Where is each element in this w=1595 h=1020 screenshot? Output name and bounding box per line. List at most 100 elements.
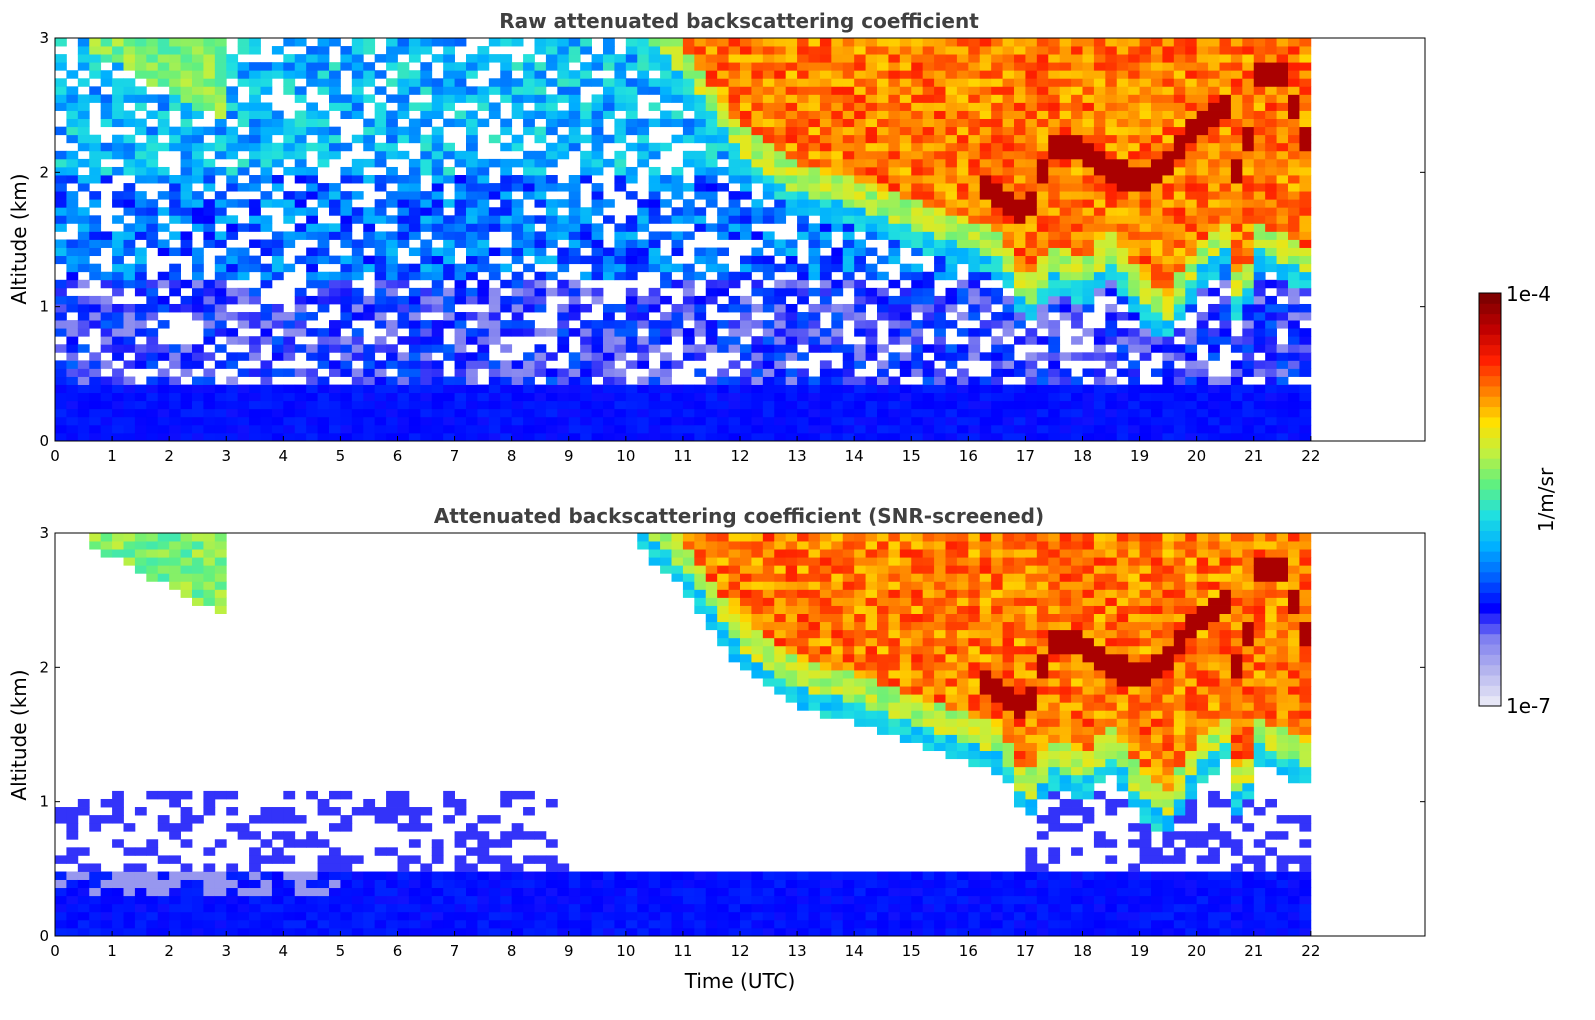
heatmap-cell [797, 191, 809, 200]
heatmap-cell [774, 384, 787, 394]
heatmap-cell [157, 70, 170, 79]
heatmap-cell [1185, 158, 1198, 168]
heatmap-cell [751, 175, 764, 184]
heatmap-cell [1288, 336, 1300, 345]
heatmap-cell [1288, 215, 1300, 224]
heatmap-cell [397, 110, 410, 119]
heatmap-cell [1299, 400, 1312, 410]
heatmap-cell [500, 118, 513, 128]
heatmap-cell [1014, 231, 1026, 240]
heatmap-cell [408, 183, 421, 192]
heatmap-cell [922, 166, 935, 176]
heatmap-cell [66, 376, 79, 385]
heatmap-cell [477, 328, 490, 337]
heatmap-cell [580, 223, 592, 232]
heatmap-cell [854, 328, 866, 337]
heatmap-cell [922, 94, 935, 103]
heatmap-cell [523, 247, 535, 257]
heatmap-cell [55, 54, 67, 63]
heatmap-cell [477, 392, 490, 402]
heatmap-cell [1299, 279, 1312, 289]
heatmap-cell [283, 911, 296, 921]
heatmap-cell [100, 400, 113, 410]
heatmap-cell [1219, 175, 1232, 184]
heatmap-cell [1025, 191, 1038, 200]
heatmap-cell [237, 142, 250, 152]
heatmap-cell [112, 38, 124, 47]
heatmap-cell [1036, 166, 1049, 176]
heatmap-cell [329, 134, 341, 144]
heatmap-cell [77, 303, 90, 313]
heatmap-cell [557, 424, 570, 434]
heatmap-cell [774, 303, 787, 313]
heatmap-cell [169, 231, 181, 240]
heatmap-cell [979, 287, 992, 297]
heatmap-cell [842, 46, 855, 55]
heatmap-cell [123, 263, 136, 273]
heatmap-cell [648, 215, 661, 224]
heatmap-cell [911, 46, 924, 55]
heatmap-cell [580, 102, 592, 111]
heatmap-cell [1299, 54, 1312, 63]
heatmap-cell [294, 191, 307, 200]
heatmap-cell [1208, 400, 1220, 410]
heatmap-cell [1093, 384, 1106, 394]
heatmap-cell [979, 38, 992, 47]
heatmap-cell [386, 150, 398, 160]
heatmap-cell [1014, 86, 1026, 95]
heatmap-cell [1036, 368, 1049, 377]
heatmap-cell [1014, 279, 1026, 289]
heatmap-cell [112, 134, 124, 144]
heatmap-cell [888, 86, 901, 95]
heatmap-cell [1002, 384, 1015, 394]
heatmap-cell [1162, 86, 1175, 95]
heatmap-cell [237, 62, 250, 71]
heatmap-cell [1105, 279, 1118, 289]
heatmap-cell [408, 384, 421, 394]
heatmap-cell [397, 384, 410, 394]
heatmap-cell [77, 255, 90, 265]
heatmap-cell [1116, 223, 1129, 232]
heatmap-cell [1093, 400, 1106, 410]
heatmap-cell [956, 199, 969, 208]
heatmap-cell [580, 215, 592, 224]
heatmap-cell [534, 78, 547, 87]
heatmap-cell [1151, 38, 1163, 47]
heatmap-cell [1276, 279, 1289, 289]
heatmap-cell [477, 46, 490, 55]
heatmap-cell [431, 255, 444, 265]
heatmap-cell [374, 384, 387, 394]
heatmap-cell [146, 911, 159, 921]
heatmap-cell [1116, 54, 1129, 63]
heatmap-cell [55, 303, 67, 313]
heatmap-cell [1288, 54, 1300, 63]
heatmap-cell [317, 927, 330, 937]
heatmap-cell [751, 134, 764, 144]
heatmap-cell [329, 336, 341, 345]
heatmap-cell [169, 287, 181, 297]
heatmap-cell [1276, 166, 1289, 176]
heatmap-cell [1071, 424, 1083, 434]
heatmap-cell [1242, 46, 1255, 55]
heatmap-cell [488, 328, 501, 337]
heatmap-cell [797, 86, 809, 95]
heatmap-cell [466, 287, 478, 297]
heatmap-cell [306, 903, 318, 913]
heatmap-cell [283, 231, 296, 240]
heatmap-cell [169, 344, 181, 353]
heatmap-cell [934, 312, 946, 321]
heatmap-cell [1105, 400, 1118, 410]
heatmap-cell [671, 239, 684, 248]
heatmap-cell [260, 239, 273, 248]
heatmap-cell [899, 183, 912, 192]
heatmap-cell [991, 255, 1003, 265]
heatmap-cell [1105, 303, 1118, 313]
heatmap-cell [146, 533, 159, 542]
heatmap-cell [237, 408, 250, 418]
heatmap-cell [1173, 54, 1186, 63]
heatmap-cell [831, 312, 844, 321]
heatmap-cell [408, 416, 421, 426]
heatmap-cell [1082, 432, 1095, 442]
heatmap-cell [386, 320, 398, 329]
heatmap-cell [1185, 46, 1198, 55]
